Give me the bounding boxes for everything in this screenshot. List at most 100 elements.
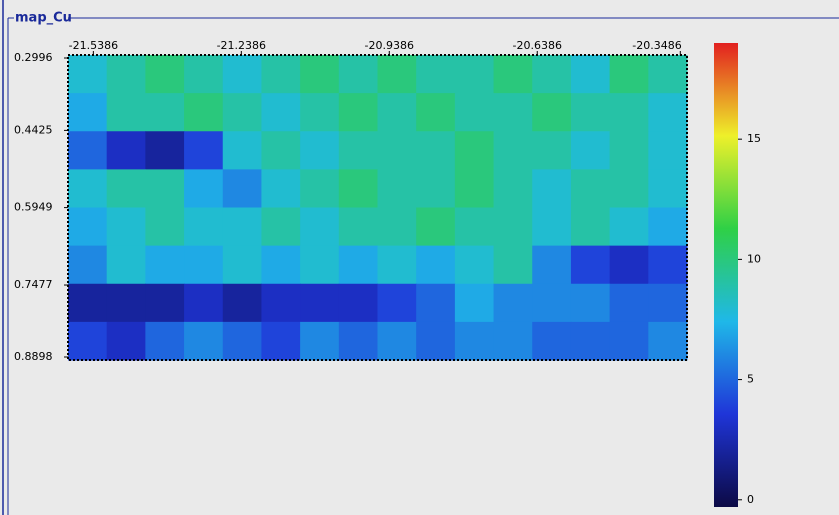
y-tick-label: 0.5949 [14, 201, 53, 214]
heatmap-cell [300, 284, 339, 323]
heatmap-cell [494, 208, 533, 247]
heatmap-cell [184, 55, 223, 94]
heatmap-cell [339, 55, 378, 94]
heatmap-cell [107, 208, 146, 247]
heatmap-cell [339, 208, 378, 247]
heatmap-cell [571, 169, 610, 208]
heatmap-cell [300, 208, 339, 247]
x-tick-label: -21.5386 [69, 39, 118, 52]
heatmap-cell [107, 246, 146, 285]
heatmap-cell [494, 55, 533, 94]
heatmap-cell [610, 246, 649, 285]
heatmap-cell [648, 93, 687, 132]
heatmap-cell [571, 131, 610, 170]
heatmap-cell [107, 169, 146, 208]
heatmap-cell [300, 246, 339, 285]
heatmap-cell [494, 93, 533, 132]
heatmap-cell [610, 208, 649, 247]
heatmap-cell [223, 93, 262, 132]
heatmap-cell [223, 322, 262, 361]
heatmap-cell [571, 322, 610, 361]
heatmap-cell [532, 131, 571, 170]
heatmap-cell [648, 208, 687, 247]
heatmap-cell [532, 284, 571, 323]
heatmap-cell [184, 169, 223, 208]
heatmap-cell [378, 93, 417, 132]
heatmap-cell [261, 284, 300, 323]
heatmap-cell [571, 246, 610, 285]
heatmap-cell [648, 246, 687, 285]
heatmap-cell [184, 246, 223, 285]
heatmap-cell [494, 246, 533, 285]
y-tick-label: 0.8898 [14, 350, 53, 363]
heatmap-cell [68, 55, 107, 94]
heatmap-cell [261, 131, 300, 170]
x-tick-label: -20.3486 [632, 39, 681, 52]
heatmap-cell [339, 322, 378, 361]
heatmap-cell [416, 246, 455, 285]
colorbar-tick-label: 10 [747, 252, 761, 265]
x-tick-label: -20.9386 [365, 39, 414, 52]
heatmap-cell [455, 284, 494, 323]
colorbar [714, 43, 738, 507]
heatmap-cell [494, 284, 533, 323]
heatmap-cell [648, 169, 687, 208]
heatmap-cell [339, 93, 378, 132]
heatmap-cell [648, 322, 687, 361]
heatmap-cell [223, 284, 262, 323]
heatmap-cell [378, 55, 417, 94]
heatmap-cell [223, 208, 262, 247]
heatmap-cell [145, 93, 184, 132]
heatmap-cell [648, 55, 687, 94]
heatmap-cell [184, 284, 223, 323]
heatmap-cell [610, 55, 649, 94]
heatmap-cell [184, 322, 223, 361]
heatmap-cell [339, 131, 378, 170]
heatmap-cell [107, 131, 146, 170]
heatmap-cell [571, 208, 610, 247]
heatmap-cell [571, 284, 610, 323]
heatmap-cell [378, 131, 417, 170]
heatmap-cell [184, 131, 223, 170]
heatmap-cell [184, 208, 223, 247]
heatmap-cell [145, 284, 184, 323]
y-tick-label: 0.4425 [14, 123, 53, 136]
heatmap-cell [610, 322, 649, 361]
heatmap-cell [378, 322, 417, 361]
heatmap-cell [610, 93, 649, 132]
heatmap-cell [455, 55, 494, 94]
heatmap-cell [378, 169, 417, 208]
heatmap-cell [416, 208, 455, 247]
heatmap-cell [532, 169, 571, 208]
heatmap-cell [378, 208, 417, 247]
heatmap-cell [610, 284, 649, 323]
heatmap-cell [571, 93, 610, 132]
heatmap-cell [455, 169, 494, 208]
heatmap-cell [455, 93, 494, 132]
heatmap-cell [532, 208, 571, 247]
heatmap-cell [416, 55, 455, 94]
heatmap-cell [416, 322, 455, 361]
colorbar-tick-label: 0 [747, 493, 754, 506]
heatmap-cell [532, 93, 571, 132]
window: map_Cu -21.5386-21.2386-20.9386-20.6386-… [0, 0, 839, 515]
heatmap-cell [223, 55, 262, 94]
heatmap-cell [339, 169, 378, 208]
heatmap-cell [300, 169, 339, 208]
heatmap-cell [339, 246, 378, 285]
colorbar-tick-label: 15 [747, 132, 761, 145]
heatmap-cell [648, 131, 687, 170]
y-tick-label: 0.7477 [14, 278, 53, 291]
y-tick-label: 0.2996 [14, 51, 53, 64]
heatmap-cell [378, 246, 417, 285]
heatmap-cell [416, 169, 455, 208]
heatmap-cell [455, 322, 494, 361]
heatmap-cell [416, 131, 455, 170]
colorbar-tick-label: 5 [747, 373, 754, 386]
heatmap-cell [223, 169, 262, 208]
heatmap-cell [223, 131, 262, 170]
heatmap-cell [378, 284, 417, 323]
heatmap-cell [571, 55, 610, 94]
heatmap-cell [184, 93, 223, 132]
heatmap-cell [610, 169, 649, 208]
